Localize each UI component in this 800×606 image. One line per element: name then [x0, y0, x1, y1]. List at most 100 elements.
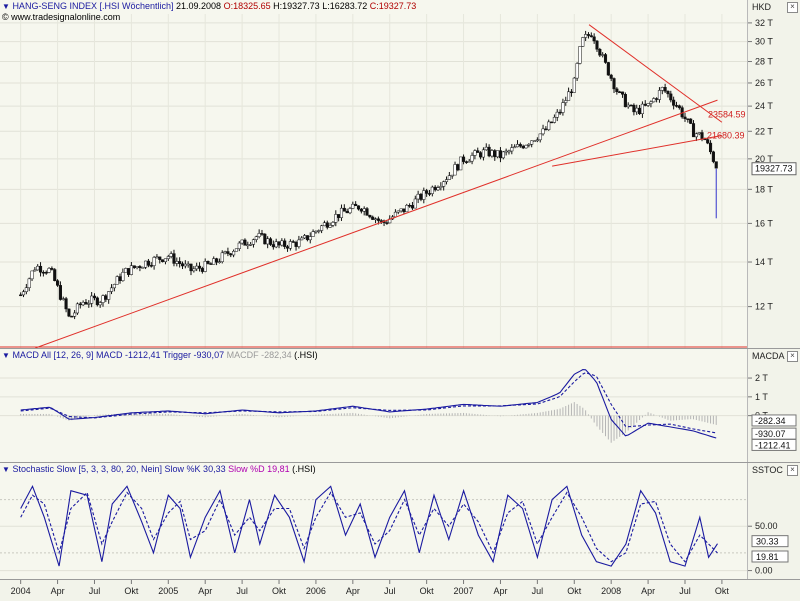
candle-body — [50, 268, 54, 270]
candle-body — [569, 91, 573, 94]
candle-body — [257, 233, 261, 237]
candle-body — [672, 99, 676, 106]
time-tick-label: Apr — [198, 586, 212, 596]
candle-body — [541, 128, 545, 135]
candle-body — [552, 117, 556, 123]
candle-body — [209, 263, 213, 265]
candle-body — [169, 253, 173, 257]
candle-body — [75, 303, 79, 314]
candle-body — [285, 246, 290, 249]
macd-tick-label: 2 T — [755, 373, 768, 383]
close-stochastic-panel-button[interactable]: × — [787, 465, 798, 476]
close-price-panel-button[interactable]: × — [787, 2, 798, 13]
candle-body — [572, 77, 576, 93]
candle-body — [95, 297, 99, 306]
candle-body — [399, 208, 403, 212]
high-value: H:19327.73 — [273, 1, 320, 11]
candle-body — [243, 239, 247, 246]
candle-body — [263, 233, 267, 245]
candle-body — [479, 152, 483, 158]
candle-body — [669, 93, 673, 101]
candle-body — [484, 146, 488, 151]
indicator-menu-icon[interactable]: ▼ — [2, 351, 10, 360]
candle-body — [368, 215, 372, 218]
candle-body — [581, 37, 585, 47]
candle-body — [271, 244, 275, 248]
time-tick-label: Apr — [51, 586, 65, 596]
candle-body — [558, 111, 562, 114]
candle-body — [345, 211, 349, 214]
candle-body — [64, 298, 68, 310]
stochastic-axis-title: SSTOC — [752, 465, 783, 475]
candle-body — [544, 128, 548, 131]
candle-body — [708, 142, 713, 153]
candle-body — [598, 49, 602, 56]
candle-body — [626, 104, 630, 108]
candle-body — [73, 312, 77, 317]
macd-plot-area[interactable] — [0, 349, 748, 462]
indicator-menu-icon[interactable]: ▼ — [2, 465, 10, 474]
candle-body — [376, 218, 380, 221]
candle-body — [56, 280, 60, 286]
candle-body — [305, 235, 309, 241]
candle-body — [643, 103, 647, 106]
panel-divider[interactable] — [0, 348, 800, 349]
candle-body — [24, 287, 28, 292]
candle-body — [507, 150, 511, 153]
bar-date: 21.09.2008 — [176, 1, 222, 11]
candle-body — [697, 132, 701, 135]
candle-body — [436, 187, 440, 191]
candle-body — [620, 91, 625, 95]
candle-body — [87, 303, 91, 305]
candle-body — [180, 263, 185, 267]
instrument-name[interactable]: HANG-SENG INDEX [.HSI Wöchentlich] — [12, 1, 174, 11]
candle-body — [663, 87, 667, 92]
time-tick-label: 2007 — [454, 586, 474, 596]
macd-name[interactable]: MACD All [12, 26, 9] — [12, 350, 94, 360]
candle-body — [206, 261, 210, 264]
trigger-value: Trigger -930,07 — [162, 350, 225, 360]
candle-body — [217, 261, 221, 263]
chart-menu-icon[interactable]: ▼ — [2, 2, 10, 11]
close-value: C:19327.73 — [369, 1, 417, 11]
price-tag: 19327.73 — [755, 164, 793, 174]
candle-body — [251, 239, 256, 245]
price-tag-box — [751, 162, 797, 176]
macdf-value: MACDF -282,34 — [226, 350, 292, 360]
price-plot-area[interactable]: 23584.59 21680.39 — [0, 0, 748, 349]
candle-body — [121, 271, 125, 281]
candle-body — [677, 105, 681, 108]
candle-body — [493, 150, 497, 158]
candle-body — [476, 150, 480, 153]
candle-body — [393, 211, 397, 218]
candle-body — [538, 133, 542, 141]
candle-body — [38, 265, 43, 273]
candle-body — [530, 140, 534, 145]
close-macd-panel-button[interactable]: × — [787, 351, 798, 362]
candle-body — [464, 161, 468, 163]
candle-body — [356, 205, 361, 210]
price-tick-label: 20 T — [755, 154, 773, 164]
candle-body — [98, 302, 102, 306]
candle-body — [294, 242, 298, 247]
stochastic-name[interactable]: Stochastic Slow [5, 3, 3, 80, 20, Nein] — [12, 464, 163, 474]
candle-body — [379, 220, 383, 222]
candle-body — [115, 276, 119, 285]
candle-body — [320, 225, 324, 231]
candle-body — [303, 235, 307, 239]
candle-body — [331, 222, 335, 226]
candle-body — [535, 139, 539, 142]
stochastic-plot-area[interactable] — [0, 463, 748, 579]
stochastic-value-tag-box — [751, 535, 789, 548]
candle-body — [410, 205, 415, 209]
candle-body — [328, 225, 332, 228]
candle-body — [706, 139, 710, 144]
candle-body — [325, 222, 329, 228]
candle-body — [635, 107, 639, 113]
panel-divider[interactable] — [0, 462, 800, 463]
time-tick-label: Jul — [89, 586, 101, 596]
candle-body — [104, 295, 108, 300]
candle-body — [124, 268, 128, 273]
candle-body — [189, 263, 193, 272]
price-tick-label: 26 T — [755, 78, 773, 88]
